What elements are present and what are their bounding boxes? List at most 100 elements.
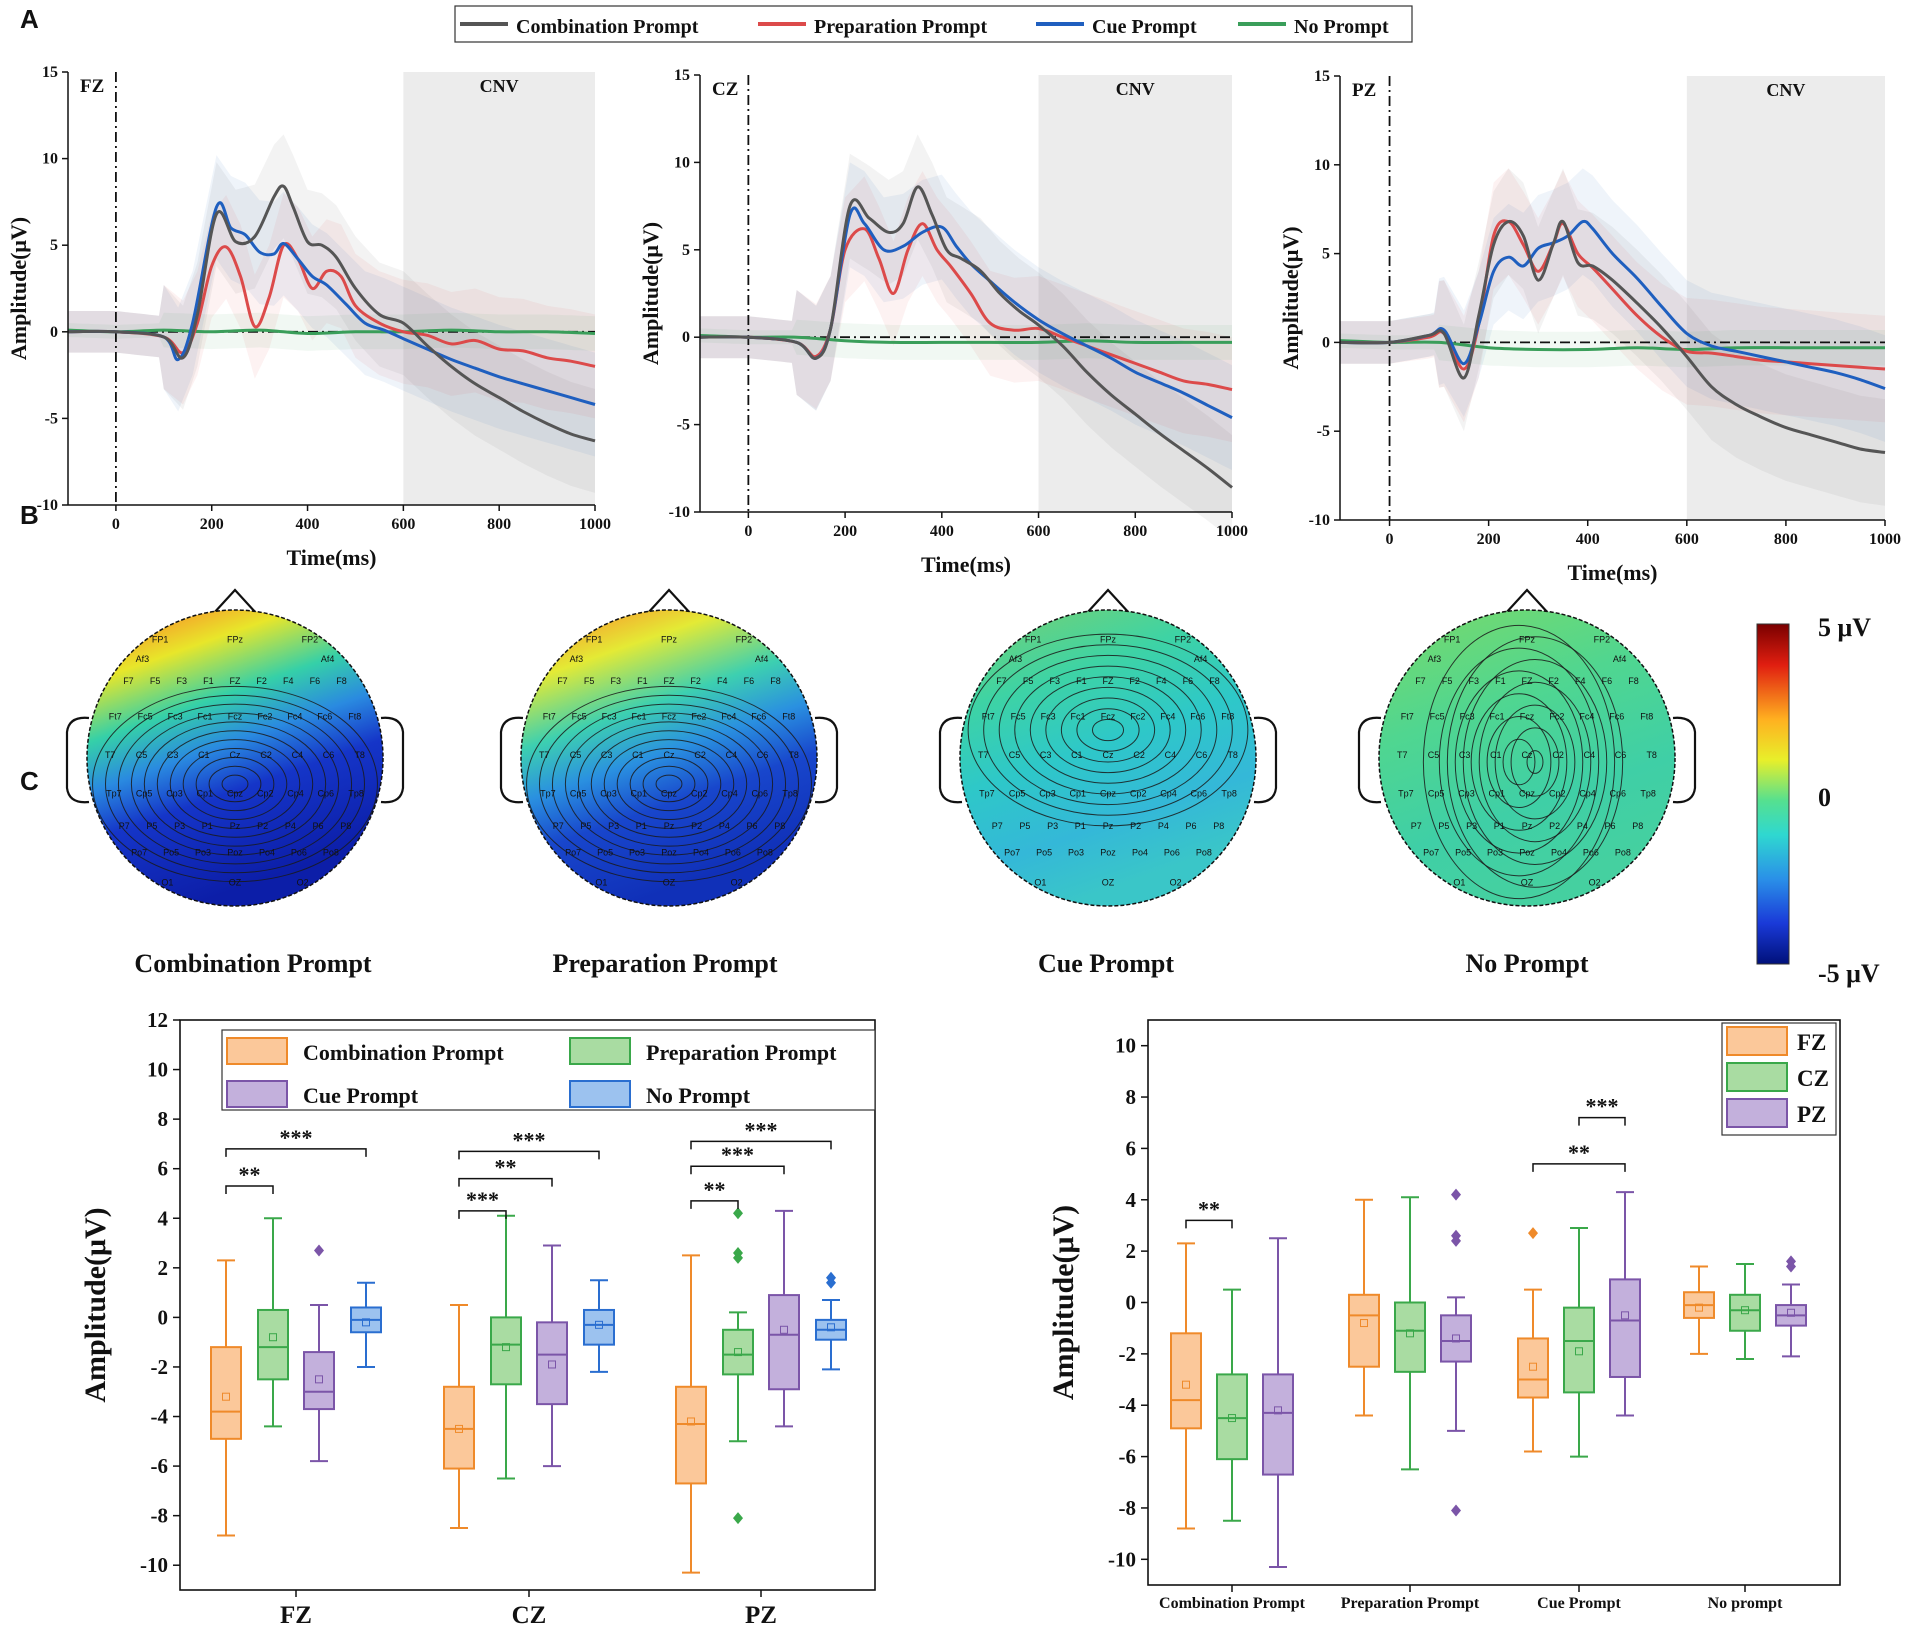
- bracket-line: [1532, 1163, 1626, 1172]
- electrode-label: Fc1: [198, 712, 213, 722]
- box-mean: [780, 1325, 788, 1334]
- electrode-label: O2: [1589, 877, 1601, 887]
- electrode-label: Cz: [230, 750, 241, 760]
- box-iqr: [675, 1385, 707, 1485]
- contour-line: [564, 712, 774, 856]
- outlier-point: [1451, 1234, 1461, 1247]
- y-tick-label: 5: [1322, 246, 1330, 263]
- y-tick-label: -10: [140, 1553, 168, 1577]
- electrode-label: Fcz: [228, 712, 243, 722]
- box-pz: [1262, 1237, 1294, 1569]
- electrode-label: C1: [632, 750, 644, 760]
- x-tick-label: 1000: [579, 516, 611, 533]
- electrode-title: FZ: [80, 76, 104, 97]
- electrode-label: P8: [774, 821, 785, 831]
- electrode-label: Po8: [757, 848, 773, 858]
- box-mean: [595, 1320, 603, 1329]
- legend-swatch: [569, 1037, 631, 1065]
- electrode-label: FP2: [1594, 635, 1611, 645]
- left-ear: [938, 716, 963, 804]
- electrode-label: Po3: [1487, 848, 1503, 858]
- contour-line: [616, 747, 722, 821]
- significance-label: ***: [721, 1142, 754, 1167]
- legend-label: Preparation Prompt: [646, 1040, 837, 1065]
- scalp-map: [959, 609, 1257, 907]
- significance-label: **: [1198, 1196, 1220, 1221]
- electrode-label: Cp2: [1130, 789, 1147, 799]
- electrode-label: Po7: [131, 848, 147, 858]
- electrode-label: F1: [637, 676, 648, 686]
- electrode-label: Ft8: [1640, 712, 1653, 722]
- electrode-label: Tp7: [1398, 789, 1414, 799]
- electrode-label: C5: [1009, 750, 1021, 760]
- electrode-label: Pz: [230, 821, 241, 831]
- contour-line: [1091, 718, 1125, 742]
- cnv-label: CNV: [1766, 80, 1805, 100]
- electrode-label: Tp7: [106, 789, 122, 799]
- significance-label: **: [1568, 1140, 1590, 1165]
- electrode-label: Poz: [1100, 848, 1116, 858]
- electrode-label: F2: [256, 676, 267, 686]
- electrode-label: F7: [557, 676, 568, 686]
- significance-bracket: **: [1185, 1196, 1233, 1229]
- electrode-label: F6: [1602, 676, 1613, 686]
- electrode-label: Cp2: [1549, 789, 1566, 799]
- electrode-label: Cp3: [166, 789, 183, 799]
- electrode-label: OZ: [1102, 877, 1115, 887]
- electrode-label: F7: [996, 676, 1007, 686]
- electrode-label: C1: [198, 750, 210, 760]
- x-tick-label: Combination Prompt: [1159, 1595, 1306, 1612]
- electrode-label: Af3: [1009, 654, 1023, 664]
- left-ear: [1357, 716, 1382, 804]
- erp-legend-label: Cue Prompt: [1092, 16, 1197, 38]
- electrode-label: C5: [1428, 750, 1440, 760]
- electrode-label: C1: [1490, 750, 1502, 760]
- significance-label: ***: [1586, 1094, 1619, 1119]
- nose: [1085, 588, 1131, 615]
- electrode-label: Fc2: [257, 712, 272, 722]
- electrode-label: O1: [161, 877, 173, 887]
- panel-label-b: B: [20, 500, 39, 530]
- electrode-label: F2: [1129, 676, 1140, 686]
- left-ear: [499, 716, 524, 804]
- electrode-label: Po3: [195, 848, 211, 858]
- electrode-label: FZ: [1103, 676, 1114, 686]
- electrode-label: P6: [747, 821, 758, 831]
- contour-line: [1462, 659, 1608, 865]
- box-iqr: [1517, 1337, 1549, 1399]
- box-iqr: [1440, 1314, 1472, 1363]
- box-mean: [1529, 1362, 1537, 1371]
- electrode-label: Fc3: [1460, 712, 1475, 722]
- box-mean: [687, 1417, 695, 1426]
- x-tick-label: 200: [1477, 531, 1501, 548]
- colorbar-max-label: 5 μV: [1818, 613, 1871, 642]
- electrode-label: F4: [1156, 676, 1167, 686]
- series-line-no-prompt: [1339, 339, 1886, 352]
- electrode-label: Tp7: [979, 789, 995, 799]
- box-fz: [1348, 1198, 1380, 1417]
- cnv-region: [1038, 75, 1232, 512]
- x-tick-label: 0: [1386, 531, 1394, 548]
- electrode-label: Po4: [259, 848, 275, 858]
- electrode-label: P7: [1411, 821, 1422, 831]
- electrode-label: C4: [292, 750, 304, 760]
- topomap-title: Preparation Prompt: [552, 949, 777, 978]
- electrode-label: Fc6: [317, 712, 332, 722]
- box-cz: [1394, 1196, 1426, 1471]
- contour-line: [221, 774, 249, 794]
- contour-line: [1446, 636, 1624, 888]
- electrode-label: Cz: [664, 750, 675, 760]
- y-tick-label: 6: [158, 1157, 169, 1181]
- electrode-label: T8: [354, 750, 365, 760]
- significance-bracket: **: [1532, 1140, 1626, 1172]
- box-iqr: [1729, 1293, 1761, 1332]
- legend-swatch: [226, 1080, 288, 1108]
- electrode-label: P3: [1047, 821, 1058, 831]
- electrode-label: Cp2: [691, 789, 708, 799]
- box-iqr: [257, 1308, 289, 1381]
- electrode-label: O2: [297, 877, 309, 887]
- electrode-label: Cp5: [1428, 789, 1445, 799]
- bracket-line: [690, 1200, 739, 1209]
- electrode-label: P7: [992, 821, 1003, 831]
- box-mean: [1787, 1308, 1795, 1317]
